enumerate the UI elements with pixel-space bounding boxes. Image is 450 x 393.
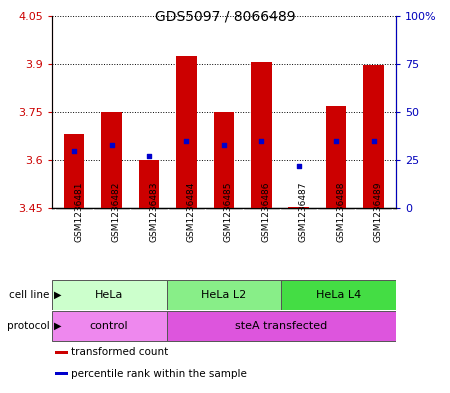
Text: ▶: ▶ (54, 321, 62, 331)
Point (370, 138, 377, 144)
Point (71, 147, 78, 154)
Text: HeLa: HeLa (95, 290, 123, 300)
Text: GSM1236487: GSM1236487 (299, 182, 308, 242)
Point (333, 138, 340, 144)
Text: GSM1236488: GSM1236488 (336, 182, 345, 242)
Bar (52, 280, 166, 310)
Bar (251, 62, 272, 208)
Bar (281, 280, 396, 310)
Text: GSM1236482: GSM1236482 (112, 182, 121, 242)
Bar (55, 351, 68, 354)
Point (295, 163, 302, 169)
Text: steA transfected: steA transfected (235, 321, 328, 331)
Text: GSM1236489: GSM1236489 (374, 182, 382, 242)
Text: GSM1236481: GSM1236481 (74, 182, 83, 242)
Bar (52, 311, 166, 341)
Text: GSM1236485: GSM1236485 (224, 182, 233, 242)
Bar (139, 160, 159, 208)
Point (183, 138, 190, 144)
Bar (326, 106, 346, 208)
Point (145, 153, 153, 160)
Text: protocol: protocol (7, 321, 50, 331)
Text: cell line: cell line (9, 290, 50, 300)
Text: control: control (90, 321, 128, 331)
Text: HeLa L4: HeLa L4 (316, 290, 361, 300)
Text: GSM1236483: GSM1236483 (149, 182, 158, 242)
Point (258, 138, 265, 144)
Text: percentile rank within the sample: percentile rank within the sample (71, 369, 247, 378)
Bar (166, 311, 396, 341)
Text: transformed count: transformed count (71, 347, 168, 357)
Bar (64, 134, 85, 208)
Bar (176, 56, 197, 208)
Text: GSM1236484: GSM1236484 (186, 182, 195, 242)
Text: GDS5097 / 8066489: GDS5097 / 8066489 (155, 10, 295, 24)
Bar (101, 112, 122, 208)
Bar (166, 280, 281, 310)
Bar (363, 66, 384, 208)
Bar (55, 372, 68, 375)
Bar (214, 112, 234, 208)
Point (220, 141, 227, 148)
Point (108, 141, 115, 148)
Bar (288, 207, 309, 208)
Text: HeLa L2: HeLa L2 (201, 290, 247, 300)
Text: ▶: ▶ (54, 290, 62, 300)
Text: GSM1236486: GSM1236486 (261, 182, 270, 242)
